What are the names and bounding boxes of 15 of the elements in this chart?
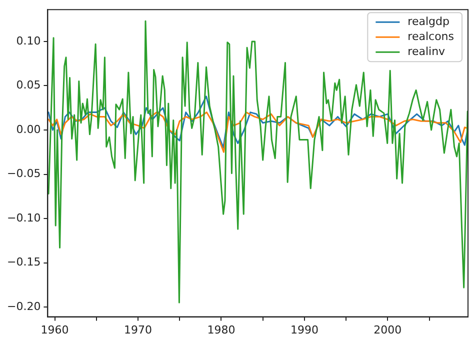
legend-label: realcons: [408, 30, 454, 43]
y-tick-label: −0.05: [6, 167, 41, 180]
legend-label: realinv: [408, 44, 446, 58]
y-tick-label: −0.10: [6, 211, 41, 224]
x-tick-label: 1990: [290, 323, 318, 336]
x-tick-label: 1980: [207, 323, 236, 336]
y-tick-label: 0.05: [16, 78, 41, 92]
y-tick-label: 0.10: [16, 34, 41, 48]
x-tick-label: 2000: [374, 323, 402, 336]
x-tick-label: 1970: [124, 323, 152, 336]
y-tick-label: 0.00: [16, 122, 41, 136]
y-tick-label: −0.20: [6, 300, 41, 313]
legend-label: realgdp: [408, 14, 450, 28]
y-tick-label: −0.15: [6, 256, 41, 269]
x-tick-label: 1960: [40, 323, 69, 336]
